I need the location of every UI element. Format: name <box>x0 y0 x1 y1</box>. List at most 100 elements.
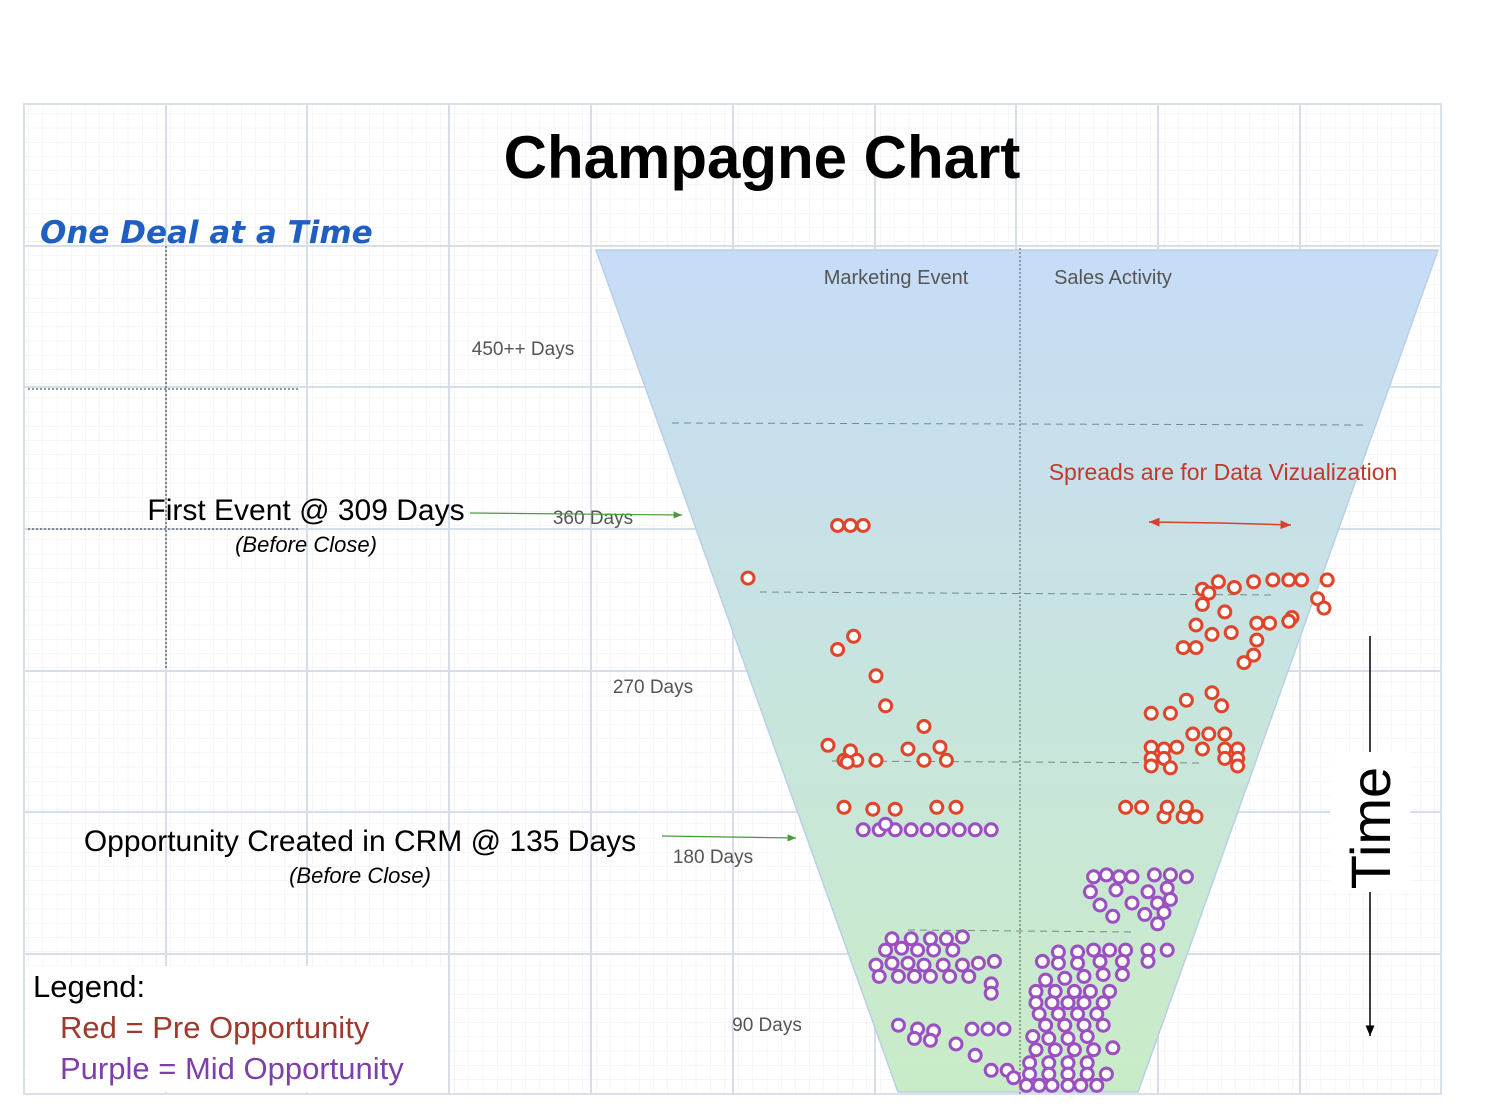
dotted-guides <box>28 246 300 668</box>
pre-opportunity-point-23 <box>948 799 964 815</box>
legend-purple: Purple = Mid Opportunity <box>60 1051 404 1086</box>
mid-opportunity-point-124 <box>1044 1077 1060 1093</box>
mid-opportunity-point-76 <box>1050 955 1066 971</box>
mid-opportunity-point-125 <box>1060 1077 1076 1093</box>
pre-opportunity-point-30 <box>1294 572 1310 588</box>
mid-opportunity-point-85 <box>1114 967 1130 982</box>
mid-opportunity-point-26 <box>1137 906 1153 922</box>
mid-opportunity-point-120 <box>1079 1066 1095 1082</box>
mid-opportunity-point-97 <box>1050 1006 1066 1022</box>
mid-opportunity-point-75 <box>1159 942 1175 958</box>
pre-opportunity-point-18 <box>839 754 855 770</box>
mid-opportunity-point-90 <box>1102 983 1118 999</box>
mid-opportunity-point-50 <box>922 968 938 984</box>
pre-opportunity-point-75 <box>1159 799 1175 815</box>
mid-opportunity-point-5 <box>935 822 951 838</box>
mid-opportunity-point-127 <box>1089 1077 1105 1093</box>
pre-opportunity-point-70 <box>1118 799 1134 815</box>
pre-opportunity-point-53 <box>1143 705 1159 721</box>
pre-opportunity-point-27 <box>1246 574 1262 590</box>
mid-opportunity-point-80 <box>1140 953 1156 969</box>
pre-opportunity-point-5 <box>830 642 846 657</box>
pre-opportunity-point-19 <box>836 799 852 815</box>
mid-opportunity-point-54 <box>983 985 999 1001</box>
data-points <box>740 518 1335 1093</box>
mid-opportunity-point-126 <box>1073 1077 1089 1093</box>
mid-opportunity-point-84 <box>1095 967 1111 982</box>
mid-opportunity-point-63 <box>948 1036 964 1052</box>
pre-opportunity-point-55 <box>1201 726 1217 742</box>
mid-opportunity-point-49 <box>906 968 922 984</box>
pre-opportunity-point-15 <box>868 752 884 768</box>
first-event-note: (Before Close) <box>235 532 377 557</box>
chart-title: Champagne Chart <box>504 124 1021 191</box>
mid-opportunity-point-35 <box>894 940 910 956</box>
pre-opportunity-point-42 <box>1223 625 1239 641</box>
mid-opportunity-point-72 <box>1102 942 1118 958</box>
mid-opportunity-point-22 <box>1124 895 1140 911</box>
mid-opportunity-point-108 <box>1028 1042 1044 1058</box>
mid-opportunity-point-45 <box>970 955 986 971</box>
pre-opportunity-point-68 <box>1162 760 1178 776</box>
mid-opportunity-point-18 <box>1108 882 1124 898</box>
column-label-sales: Sales Activity <box>1054 267 1172 289</box>
mid-opportunity-point-6 <box>951 822 967 838</box>
day-label-180: 180 Days <box>673 847 753 868</box>
pre-opportunity-point-47 <box>1246 647 1262 663</box>
mid-opportunity-point-12 <box>1111 869 1127 885</box>
pre-opportunity-point-1 <box>842 518 858 533</box>
pre-opportunity-point-51 <box>1214 698 1230 714</box>
pre-opportunity-point-11 <box>900 741 916 757</box>
pre-opportunity-point-16 <box>916 752 932 768</box>
mid-opportunity-point-111 <box>1086 1042 1102 1058</box>
mid-opportunity-point-101 <box>1057 1017 1073 1033</box>
mid-opportunity-point-123 <box>1031 1077 1047 1093</box>
day-label-270: 270 Days <box>613 677 693 698</box>
first-event-annotation: First Event @ 309 Days <box>147 494 464 527</box>
mid-opportunity-point-95 <box>1095 995 1111 1011</box>
pre-opportunity-point-0 <box>830 518 846 533</box>
mid-opportunity-point-100 <box>1038 1017 1054 1033</box>
mid-opportunity-point-64 <box>967 1047 983 1063</box>
mid-opportunity-point-106 <box>1060 1030 1076 1046</box>
pre-opportunity-point-4 <box>846 628 862 644</box>
pre-opportunity-point-3 <box>740 570 756 586</box>
mid-opportunity-point-28 <box>1150 916 1166 932</box>
mid-opportunity-point-122 <box>1018 1077 1034 1093</box>
mid-opportunity-point-3 <box>903 822 919 838</box>
champagne-funnel <box>594 249 1440 1093</box>
pre-opportunity-point-29 <box>1281 572 1297 588</box>
mid-opportunity-point-98 <box>1070 1006 1086 1022</box>
mid-opportunity-point-32 <box>938 931 954 947</box>
mid-opportunity-point-10 <box>1086 869 1102 885</box>
mid-opportunity-point-47 <box>871 968 887 984</box>
mid-opportunity-point-7 <box>967 822 983 838</box>
time-axis-label: Time <box>1339 767 1402 889</box>
mid-opportunity-point-25 <box>1105 908 1121 924</box>
mid-opportunity-point-71 <box>1086 942 1102 958</box>
mid-opportunity-point-0 <box>855 822 871 838</box>
pre-opportunity-point-21 <box>887 801 903 817</box>
band-lines <box>671 422 1365 933</box>
mid-opportunity-point-11 <box>1098 867 1114 883</box>
column-label-marketing: Marketing Event <box>824 267 969 289</box>
legend-red: Red = Pre Opportunity <box>60 1010 370 1045</box>
mid-opportunity-point-44 <box>954 957 970 973</box>
mid-opportunity-point-109 <box>1047 1042 1063 1058</box>
mid-opportunity-point-65 <box>983 1062 999 1078</box>
pre-opportunity-point-38 <box>1262 615 1278 631</box>
time-label-bg <box>1330 752 1410 892</box>
opp-created-annotation: Opportunity Created in CRM @ 135 Days <box>84 825 636 858</box>
opp-created-arrow <box>661 834 797 842</box>
pre-opportunity-point-50 <box>1204 685 1220 701</box>
pre-opportunity-point-40 <box>1188 617 1204 633</box>
pre-opportunity-point-25 <box>1210 574 1226 590</box>
mid-opportunity-point-82 <box>1057 970 1073 986</box>
mid-opportunity-point-24 <box>1162 891 1178 907</box>
mid-opportunity-point-8 <box>983 822 999 838</box>
mid-opportunity-point-60 <box>996 1021 1012 1037</box>
pre-opportunity-point-20 <box>865 801 881 817</box>
pre-opportunity-point-22 <box>929 799 945 815</box>
mid-opportunity-point-4 <box>919 822 935 838</box>
